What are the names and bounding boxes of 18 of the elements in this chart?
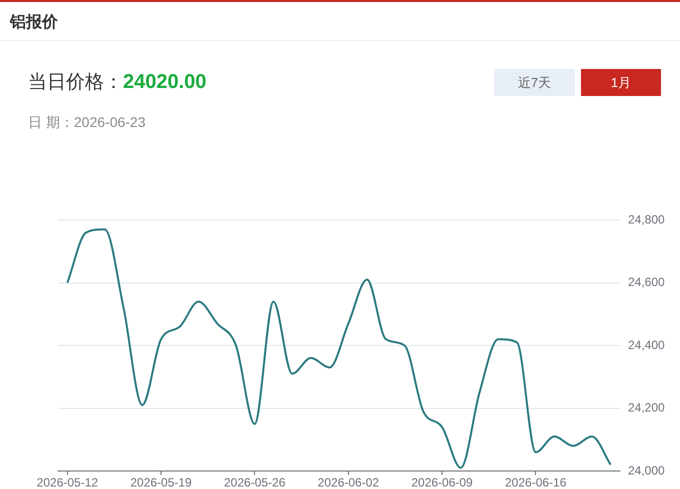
x-tick-label: 2026-05-26 xyxy=(224,476,286,489)
x-tick-label: 2026-05-12 xyxy=(36,476,98,489)
y-tick-label: 24,600 xyxy=(628,275,666,290)
x-tick-label: 2026-06-02 xyxy=(318,476,380,489)
y-tick-label: 24,400 xyxy=(628,338,666,352)
text: 日 期：2026-06-23 xyxy=(28,113,146,131)
month-range-button[interactable]: 1月 xyxy=(581,69,661,96)
week-range-button[interactable]: 近7天 xyxy=(494,69,575,96)
line-series xyxy=(66,228,612,469)
text: 当日价格： xyxy=(28,72,123,93)
chart-title: 铝报价 xyxy=(10,14,58,32)
x-tick-label: 2026-06-16 xyxy=(505,476,567,489)
x-tick-label: 2026-06-09 xyxy=(411,476,474,489)
y-tick-label: 24,200 xyxy=(628,400,666,415)
y-tick-label: 24,000 xyxy=(628,463,666,478)
y-tick-label: 24,800 xyxy=(628,212,666,226)
text: 24020.00 xyxy=(123,71,206,93)
x-tick-label: 2026-05-19 xyxy=(130,476,192,489)
